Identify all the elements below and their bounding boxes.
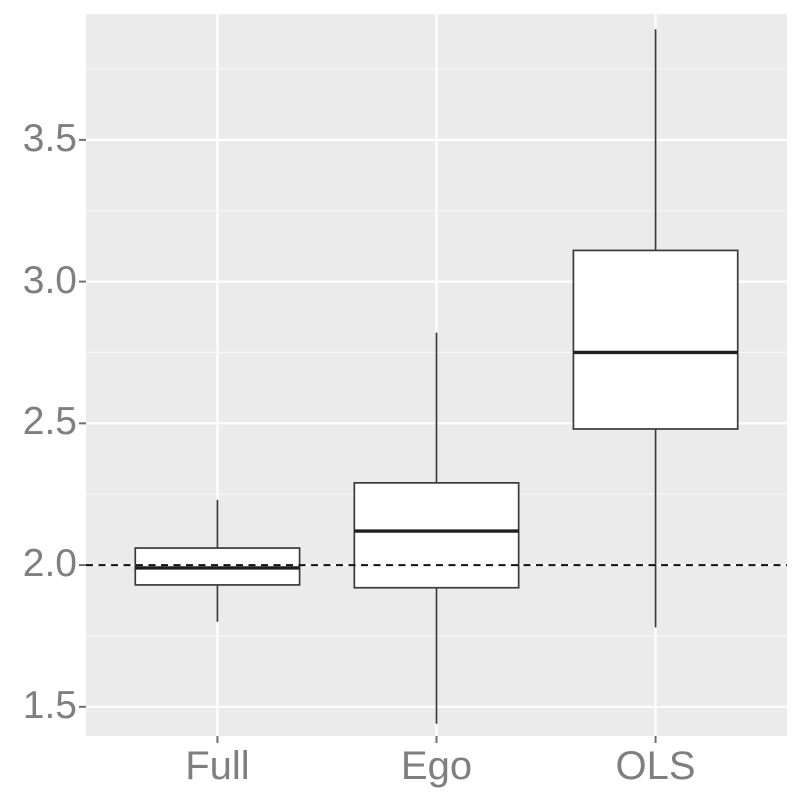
y-axis-label-2.0: 2.0 bbox=[22, 542, 77, 586]
x-axis-label-full: Full bbox=[185, 744, 250, 788]
x-axis-label-ego: Ego bbox=[400, 744, 473, 788]
box-ego bbox=[353, 482, 520, 589]
x-axis-label-ols: OLS bbox=[615, 744, 696, 788]
box-ols bbox=[572, 249, 739, 430]
y-axis-label-3.5: 3.5 bbox=[22, 116, 77, 160]
y-axis-label-2.5: 2.5 bbox=[22, 400, 77, 444]
y-axis-label-1.5: 1.5 bbox=[22, 683, 77, 727]
y-axis-label-3.0: 3.0 bbox=[22, 258, 77, 302]
